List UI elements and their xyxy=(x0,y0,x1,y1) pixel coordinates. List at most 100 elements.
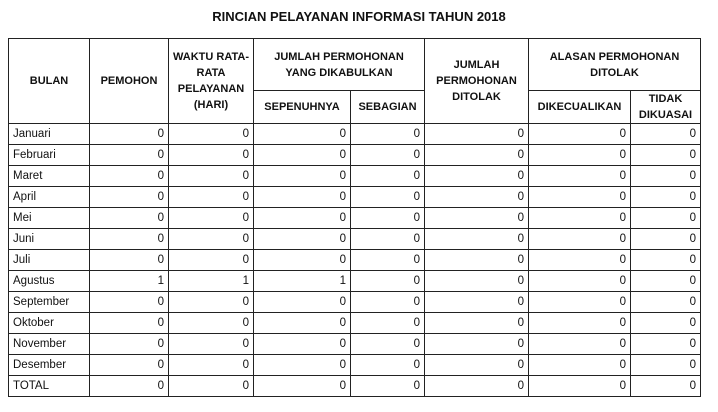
table-row: Oktober 0 0 0 0 0 0 0 xyxy=(8,312,701,334)
value-cell: 0 xyxy=(424,312,529,334)
value-cell: 0 xyxy=(253,165,351,187)
value-cell: 0 xyxy=(630,312,701,334)
table-row: Juni 0 0 0 0 0 0 0 xyxy=(8,228,701,250)
value-cell: 0 xyxy=(89,375,169,397)
month-cell: Oktober xyxy=(8,312,90,334)
service-table: BULAN PEMOHON WAKTU RATA-RATA PELAYANAN … xyxy=(8,38,701,397)
value-cell: 0 xyxy=(630,249,701,271)
month-cell: Mei xyxy=(8,207,90,229)
value-cell: 0 xyxy=(630,144,701,166)
month-cell: Juli xyxy=(8,249,90,271)
value-cell: 0 xyxy=(424,354,529,376)
table-row: TOTAL 0 0 0 0 0 0 0 xyxy=(8,375,701,397)
value-cell: 0 xyxy=(528,249,631,271)
value-cell: 0 xyxy=(528,165,631,187)
value-cell: 0 xyxy=(630,270,701,292)
value-cell: 0 xyxy=(424,270,529,292)
value-cell: 0 xyxy=(630,354,701,376)
value-cell: 0 xyxy=(168,312,254,334)
value-cell: 0 xyxy=(350,249,425,271)
month-cell: Desember xyxy=(8,354,90,376)
value-cell: 0 xyxy=(528,354,631,376)
month-cell: Februari xyxy=(8,144,90,166)
month-cell: Januari xyxy=(8,123,90,145)
value-cell: 0 xyxy=(168,123,254,145)
value-cell: 0 xyxy=(630,333,701,355)
value-cell: 0 xyxy=(253,207,351,229)
month-cell: September xyxy=(8,291,90,313)
value-cell: 0 xyxy=(350,375,425,397)
value-cell: 0 xyxy=(350,144,425,166)
value-cell: 0 xyxy=(424,165,529,187)
header-alasan: ALASAN PERMOHONAN DITOLAK xyxy=(528,38,701,91)
value-cell: 1 xyxy=(253,270,351,292)
value-cell: 0 xyxy=(630,165,701,187)
value-cell: 0 xyxy=(253,312,351,334)
value-cell: 0 xyxy=(630,228,701,250)
month-cell: Juni xyxy=(8,228,90,250)
month-cell: TOTAL xyxy=(8,375,90,397)
table-row: Desember 0 0 0 0 0 0 0 xyxy=(8,354,701,376)
table-row: September 0 0 0 0 0 0 0 xyxy=(8,291,701,313)
value-cell: 0 xyxy=(528,333,631,355)
header-sebagian: SEBAGIAN xyxy=(350,90,425,124)
header-tidak-dikuasai: TIDAK DIKUASAI xyxy=(630,90,701,124)
value-cell: 0 xyxy=(630,123,701,145)
value-cell: 0 xyxy=(424,186,529,208)
value-cell: 0 xyxy=(253,228,351,250)
value-cell: 0 xyxy=(528,291,631,313)
value-cell: 0 xyxy=(168,291,254,313)
value-cell: 0 xyxy=(528,123,631,145)
value-cell: 0 xyxy=(528,270,631,292)
value-cell: 0 xyxy=(168,186,254,208)
value-cell: 0 xyxy=(89,228,169,250)
value-cell: 0 xyxy=(168,207,254,229)
header-dikecualikan: DIKECUALIKAN xyxy=(528,90,631,124)
value-cell: 1 xyxy=(168,270,254,292)
value-cell: 0 xyxy=(350,186,425,208)
value-cell: 0 xyxy=(528,186,631,208)
table-row: Januari 0 0 0 0 0 0 0 xyxy=(8,123,701,145)
value-cell: 0 xyxy=(424,333,529,355)
value-cell: 0 xyxy=(424,228,529,250)
value-cell: 0 xyxy=(253,375,351,397)
header-dikabulkan: JUMLAH PERMOHONAN YANG DIKABULKAN xyxy=(253,38,425,91)
table-row: Juli 0 0 0 0 0 0 0 xyxy=(8,249,701,271)
value-cell: 0 xyxy=(168,144,254,166)
value-cell: 0 xyxy=(350,123,425,145)
month-cell: November xyxy=(8,333,90,355)
value-cell: 0 xyxy=(89,123,169,145)
value-cell: 0 xyxy=(630,186,701,208)
value-cell: 0 xyxy=(424,144,529,166)
value-cell: 0 xyxy=(253,186,351,208)
month-cell: Maret xyxy=(8,165,90,187)
value-cell: 0 xyxy=(424,375,529,397)
value-cell: 0 xyxy=(89,207,169,229)
value-cell: 0 xyxy=(528,144,631,166)
value-cell: 0 xyxy=(350,354,425,376)
header-pemohon: PEMOHON xyxy=(89,38,169,124)
value-cell: 0 xyxy=(424,249,529,271)
value-cell: 0 xyxy=(424,123,529,145)
value-cell: 0 xyxy=(630,375,701,397)
value-cell: 0 xyxy=(253,333,351,355)
table-row: Mei 0 0 0 0 0 0 0 xyxy=(8,207,701,229)
month-cell: Agustus xyxy=(8,270,90,292)
value-cell: 0 xyxy=(528,312,631,334)
value-cell: 0 xyxy=(168,375,254,397)
value-cell: 0 xyxy=(350,312,425,334)
value-cell: 0 xyxy=(528,207,631,229)
value-cell: 0 xyxy=(424,291,529,313)
value-cell: 0 xyxy=(89,144,169,166)
table-row: Februari 0 0 0 0 0 0 0 xyxy=(8,144,701,166)
header-ditolak: JUMLAH PERMOHONAN DITOLAK xyxy=(424,38,529,124)
value-cell: 0 xyxy=(168,228,254,250)
value-cell: 0 xyxy=(630,207,701,229)
table-row: April 0 0 0 0 0 0 0 xyxy=(8,186,701,208)
value-cell: 0 xyxy=(630,291,701,313)
value-cell: 0 xyxy=(168,249,254,271)
value-cell: 0 xyxy=(253,354,351,376)
value-cell: 0 xyxy=(89,165,169,187)
value-cell: 0 xyxy=(350,333,425,355)
value-cell: 0 xyxy=(424,207,529,229)
